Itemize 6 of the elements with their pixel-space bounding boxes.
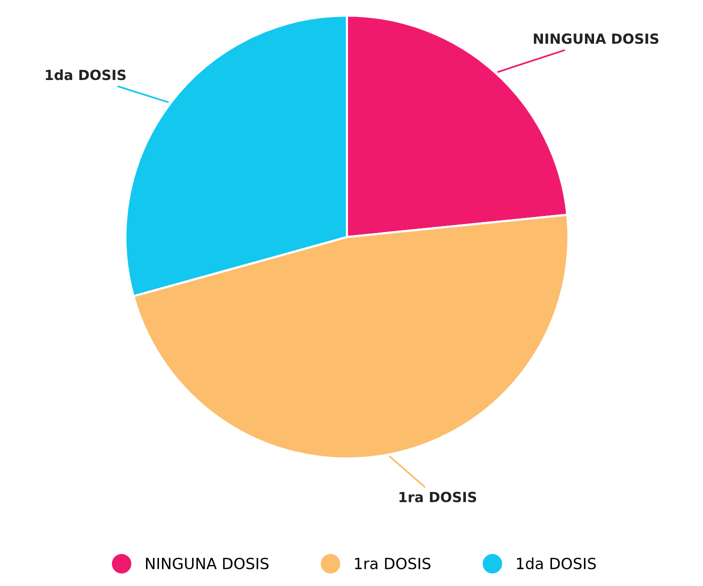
legend-label: 1da DOSIS: [517, 557, 596, 570]
slice-label: NINGUNA DOSIS: [534, 33, 658, 44]
legend-label: NINGUNA DOSIS: [146, 558, 268, 570]
legend-label: 1ra DOSIS: [355, 558, 430, 570]
slice-label: 1ra DOSIS: [400, 492, 476, 502]
slice-label: 1da DOSIS: [46, 69, 126, 80]
